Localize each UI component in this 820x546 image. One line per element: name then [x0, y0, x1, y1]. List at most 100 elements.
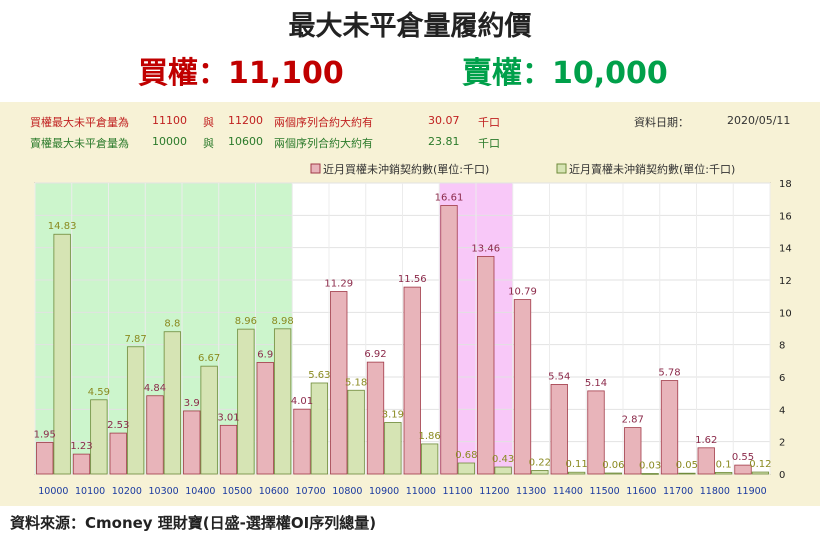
- put-info-unit: 千口: [478, 137, 500, 150]
- put-bar: [384, 422, 402, 475]
- y-tick-label: 18: [779, 179, 792, 190]
- call-value-label: 3.01: [217, 412, 239, 423]
- x-tick-label: 11300: [516, 486, 546, 497]
- legend-put-label: 近月賣權未沖銷契約數(單位:千口): [569, 162, 735, 176]
- legend-call-label: 近月買權未沖銷契約數(單位:千口): [323, 162, 489, 176]
- put-value-label: 1.86: [418, 431, 440, 442]
- put-bar: [237, 328, 255, 475]
- legend-call-swatch: [310, 163, 321, 174]
- x-tick-label: 11500: [590, 486, 620, 497]
- x-tick-label: 11700: [663, 486, 693, 497]
- put-bar: [751, 471, 770, 475]
- call-value-label: 4.84: [144, 383, 166, 394]
- put-bar: [273, 328, 292, 475]
- call-value-label: 6.9: [257, 349, 273, 360]
- y-tick-label: 12: [779, 276, 792, 287]
- call-value-label: 4.01: [291, 396, 313, 407]
- call-value-label: 2.53: [107, 420, 129, 431]
- put-value-label: 5.18: [345, 377, 367, 388]
- x-tick-label: 10100: [75, 486, 105, 497]
- call-bar: [660, 380, 679, 475]
- put-value-label: 0.1: [716, 459, 732, 470]
- call-bar: [366, 361, 385, 475]
- put-value-label: 0.43: [492, 454, 514, 465]
- put-bar: [420, 443, 439, 475]
- put-bar: [678, 472, 696, 475]
- put-bar: [90, 399, 108, 475]
- call-value-label: 16.61: [435, 192, 464, 203]
- put-bar: [53, 233, 71, 475]
- call-value-label: 11.29: [324, 278, 353, 289]
- call-value-label: 3.9: [184, 398, 200, 409]
- call-value-label: 5.54: [548, 371, 570, 382]
- put-info-desc: 兩個序列合約大約有: [274, 137, 373, 150]
- x-tick-label: 10200: [112, 486, 142, 497]
- call-bar: [697, 447, 715, 475]
- x-tick-label: 10600: [259, 486, 289, 497]
- call-info-conj: 與: [203, 116, 214, 129]
- x-tick-label: 11800: [700, 486, 730, 497]
- put-bar: [457, 462, 476, 475]
- put-bar: [604, 472, 623, 475]
- call-info-strike1: 11100: [152, 114, 187, 127]
- put-value-label: 0.11: [565, 459, 587, 470]
- data-date-label: 資料日期：: [634, 116, 689, 129]
- call-value-label: 5.78: [658, 368, 680, 379]
- call-value-label: 2.87: [622, 415, 644, 426]
- call-bar: [734, 464, 752, 475]
- call-value-label: 6.92: [364, 349, 386, 360]
- put-value-label: 8.96: [235, 316, 257, 327]
- put-info-value: 23.81: [428, 135, 460, 148]
- call-bar: [587, 390, 605, 475]
- y-tick-label: 16: [779, 211, 792, 222]
- legend-put-swatch: [556, 163, 567, 174]
- put-value-label: 0.22: [529, 457, 551, 468]
- x-tick-label: 11100: [443, 486, 473, 497]
- x-tick-label: 11000: [406, 486, 436, 497]
- put-info-conj: 與: [203, 137, 214, 150]
- call-bar: [513, 299, 532, 475]
- put-value-label: 14.83: [48, 221, 77, 232]
- call-value-label: 11.56: [398, 274, 427, 285]
- call-bar: [293, 408, 311, 475]
- call-bar: [550, 384, 568, 475]
- put-value-label: 0.06: [602, 460, 624, 471]
- put-bar: [347, 389, 365, 475]
- x-tick-label: 10900: [369, 486, 399, 497]
- put-value-label: 0.03: [639, 461, 661, 472]
- y-tick-label: 14: [779, 244, 792, 255]
- call-info-unit: 千口: [478, 116, 500, 129]
- put-max-strike-label: 賣權：10,000: [462, 56, 668, 91]
- put-info-strike2: 10600: [228, 135, 263, 148]
- call-bar: [403, 286, 421, 475]
- source-footer: 資料來源：Cmoney 理財寶(日盛-選擇權OI序列總量): [10, 514, 377, 532]
- put-value-label: 6.67: [198, 353, 220, 364]
- x-tick-label: 11900: [737, 486, 767, 497]
- put-value-label: 4.59: [88, 387, 110, 398]
- put-value-label: 8.98: [271, 316, 293, 327]
- call-bar: [109, 432, 127, 475]
- call-info-prefix: 買權最大未平倉量為: [30, 116, 129, 129]
- put-value-label: 7.87: [124, 334, 146, 345]
- chart-title: 最大未平倉量履約價: [288, 11, 532, 42]
- put-value-label: 0.68: [455, 450, 477, 461]
- call-bar: [183, 410, 201, 475]
- y-tick-label: 4: [779, 405, 785, 416]
- call-bar: [72, 453, 91, 475]
- put-bar: [714, 471, 733, 475]
- put-bar: [494, 466, 512, 475]
- put-bar: [531, 470, 549, 475]
- call-max-strike-label: 買權：11,100: [138, 56, 344, 91]
- put-value-label: 8.8: [164, 319, 180, 330]
- call-info-value: 30.07: [428, 114, 460, 127]
- call-bar: [36, 442, 54, 475]
- put-bar: [163, 331, 182, 475]
- call-value-label: 0.55: [732, 452, 754, 463]
- put-bar: [200, 365, 218, 475]
- data-date-value: 2020/05/11: [727, 114, 791, 127]
- call-value-label: 1.23: [70, 441, 92, 452]
- call-info-desc: 兩個序列合約大約有: [274, 116, 373, 129]
- y-tick-label: 2: [779, 438, 785, 449]
- x-tick-label: 10400: [185, 486, 215, 497]
